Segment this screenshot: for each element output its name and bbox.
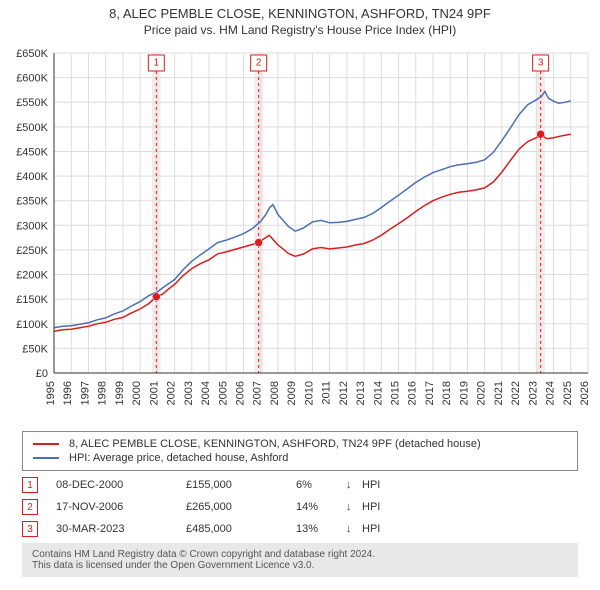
legend-label: 8, ALEC PEMBLE CLOSE, KENNINGTON, ASHFOR… bbox=[69, 438, 481, 450]
xtick-label: 2008 bbox=[269, 381, 281, 405]
event-hpi-label: HPI bbox=[362, 501, 402, 513]
event-date: 17-NOV-2006 bbox=[56, 501, 186, 513]
footer-line-1: Contains HM Land Registry data © Crown c… bbox=[32, 549, 568, 560]
page-container: 8, ALEC PEMBLE CLOSE, KENNINGTON, ASHFOR… bbox=[0, 6, 600, 577]
legend-label: HPI: Average price, detached house, Ashf… bbox=[69, 452, 288, 464]
chart-subtitle: Price paid vs. HM Land Registry's House … bbox=[0, 23, 600, 37]
xtick-label: 2016 bbox=[407, 381, 419, 405]
ytick-label: £300K bbox=[16, 220, 48, 232]
event-row-badge: 1 bbox=[22, 477, 38, 493]
chart-svg: £0 £50K £100K £150K £200K £250K £300K £350K £400… bbox=[0, 43, 600, 423]
ytick-label: £50K bbox=[22, 343, 48, 355]
xtick-label: 2022 bbox=[510, 381, 522, 405]
xtick-label: 2025 bbox=[562, 381, 574, 405]
event-price: £155,000 bbox=[186, 479, 296, 491]
event-hpi-label: HPI bbox=[362, 523, 402, 535]
xtick-label: 2023 bbox=[527, 381, 539, 405]
xtick-label: 2010 bbox=[303, 381, 315, 405]
ytick-label: £400K bbox=[16, 171, 48, 183]
ytick-label: £100K bbox=[16, 319, 48, 331]
xtick-label: 2009 bbox=[286, 381, 298, 405]
ytick-label: £450K bbox=[16, 146, 48, 158]
arrow-down-icon: ↓ bbox=[346, 501, 362, 513]
event-percent: 6% bbox=[296, 479, 346, 491]
xtick-label: 2013 bbox=[355, 381, 367, 405]
event-price: £485,000 bbox=[186, 523, 296, 535]
ytick-label: £250K bbox=[16, 245, 48, 257]
xtick-label: 2026 bbox=[579, 381, 591, 405]
ytick-label: £0 bbox=[36, 368, 48, 380]
event-price: £265,000 bbox=[186, 501, 296, 513]
legend-swatch bbox=[33, 443, 59, 445]
xtick-label: 2017 bbox=[424, 381, 436, 405]
ytick-label: £550K bbox=[16, 97, 48, 109]
xtick-label: 2001 bbox=[148, 381, 160, 405]
event-badge-number: 1 bbox=[154, 58, 160, 69]
legend-row: HPI: Average price, detached house, Ashf… bbox=[33, 452, 567, 464]
xtick-label: 2015 bbox=[390, 381, 402, 405]
xtick-label: 2003 bbox=[183, 381, 195, 405]
xtick-label: 2018 bbox=[441, 381, 453, 405]
xtick-label: 2014 bbox=[372, 381, 384, 405]
ytick-label: £200K bbox=[16, 270, 48, 282]
legend-swatch bbox=[33, 457, 59, 459]
event-date: 08-DEC-2000 bbox=[56, 479, 186, 491]
event-hpi-label: HPI bbox=[362, 479, 402, 491]
xtick-label: 2002 bbox=[166, 381, 178, 405]
chart-title: 8, ALEC PEMBLE CLOSE, KENNINGTON, ASHFOR… bbox=[0, 6, 600, 21]
xtick-label: 2011 bbox=[321, 381, 333, 405]
sale-marker bbox=[255, 239, 263, 247]
event-badge-number: 3 bbox=[538, 58, 544, 69]
arrow-down-icon: ↓ bbox=[346, 523, 362, 535]
legend-box: 8, ALEC PEMBLE CLOSE, KENNINGTON, ASHFOR… bbox=[22, 431, 578, 471]
event-percent: 13% bbox=[296, 523, 346, 535]
ytick-label: £650K bbox=[16, 48, 48, 60]
event-row-badge: 2 bbox=[22, 499, 38, 515]
ytick-label: £150K bbox=[16, 294, 48, 306]
ytick-label: £350K bbox=[16, 196, 48, 208]
chart-bg bbox=[0, 43, 600, 423]
footer-attribution: Contains HM Land Registry data © Crown c… bbox=[22, 543, 578, 577]
event-row-badge: 3 bbox=[22, 521, 38, 537]
event-percent: 14% bbox=[296, 501, 346, 513]
xtick-label: 2020 bbox=[476, 381, 488, 405]
events-table: 108-DEC-2000£155,0006%↓HPI217-NOV-2006£2… bbox=[22, 477, 578, 537]
arrow-down-icon: ↓ bbox=[346, 479, 362, 491]
sale-marker bbox=[152, 293, 160, 301]
xtick-label: 1997 bbox=[79, 381, 91, 405]
xtick-label: 2007 bbox=[252, 381, 264, 405]
event-row: 1 08-DEC-2000£155,0006%↓HPI bbox=[22, 477, 578, 493]
xtick-label: 1996 bbox=[62, 381, 74, 405]
xtick-label: 2005 bbox=[217, 381, 229, 405]
xtick-label: 2000 bbox=[131, 381, 143, 405]
chart-area: £0 £50K £100K £150K £200K £250K £300K £350K £400… bbox=[0, 43, 600, 423]
xtick-label: 2024 bbox=[545, 381, 557, 405]
xtick-label: 1999 bbox=[114, 381, 126, 405]
event-badge-number: 2 bbox=[256, 58, 262, 69]
xtick-label: 2012 bbox=[338, 381, 350, 405]
xtick-label: 1995 bbox=[45, 381, 57, 405]
legend-row: 8, ALEC PEMBLE CLOSE, KENNINGTON, ASHFOR… bbox=[33, 438, 567, 450]
event-date: 30-MAR-2023 bbox=[56, 523, 186, 535]
xtick-label: 2006 bbox=[234, 381, 246, 405]
xtick-label: 2021 bbox=[493, 381, 505, 405]
sale-marker bbox=[537, 130, 545, 138]
footer-line-2: This data is licensed under the Open Gov… bbox=[32, 560, 568, 571]
xtick-label: 1998 bbox=[97, 381, 109, 405]
ytick-label: £600K bbox=[16, 73, 48, 85]
xtick-label: 2019 bbox=[458, 381, 470, 405]
event-row: 2 17-NOV-2006£265,00014%↓HPI bbox=[22, 499, 578, 515]
xtick-label: 2004 bbox=[200, 381, 212, 405]
event-row: 3 30-MAR-2023£485,00013%↓HPI bbox=[22, 521, 578, 537]
ytick-label: £500K bbox=[16, 122, 48, 134]
